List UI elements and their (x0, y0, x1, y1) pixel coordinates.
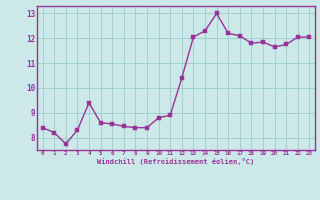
X-axis label: Windchill (Refroidissement éolien,°C): Windchill (Refroidissement éolien,°C) (97, 158, 255, 165)
